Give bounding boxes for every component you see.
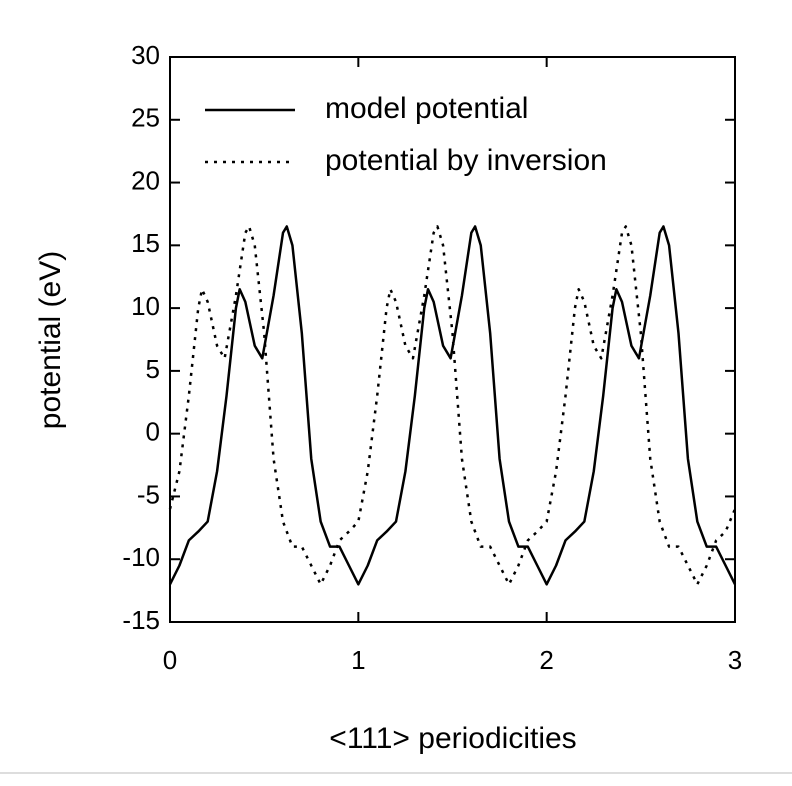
series-line: [168, 225, 737, 586]
y-tick-label: 20: [131, 165, 160, 195]
y-tick-label: 30: [131, 40, 160, 70]
legend-label: model potential: [325, 92, 528, 125]
y-tick-label: 15: [131, 228, 160, 258]
series-line: [168, 225, 737, 586]
x-tick-label: 2: [539, 645, 553, 675]
y-tick-label: 0: [146, 417, 160, 447]
y-axis-label: potential (eV): [34, 251, 67, 429]
legend-label: potential by inversion: [325, 144, 607, 177]
x-axis-label: <111> periodicities: [329, 722, 576, 755]
y-tick-label: 25: [131, 103, 160, 133]
x-tick-label: 0: [163, 645, 177, 675]
y-tick-label: -15: [122, 605, 160, 635]
x-tick-label: 3: [728, 645, 742, 675]
y-tick-label: 10: [131, 291, 160, 321]
y-tick-label: -5: [137, 479, 160, 509]
y-tick-label: -10: [122, 542, 160, 572]
plot-frame: [169, 56, 736, 623]
x-tick-label: 1: [351, 645, 365, 675]
y-tick-label: 5: [146, 354, 160, 384]
